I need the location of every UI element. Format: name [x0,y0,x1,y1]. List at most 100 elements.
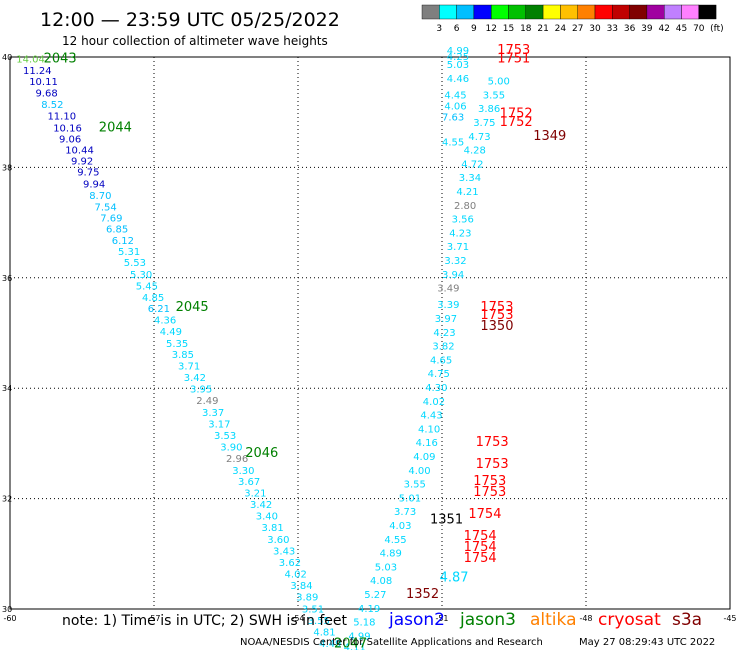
track-label: 2044 [99,121,132,136]
wave-height-point: 9.75 [77,168,99,179]
wave-height-point: 6.85 [106,225,128,236]
x-tick-label: -48 [579,614,592,623]
chart-subtitle: 12 hour collection of altimeter wave hei… [62,34,328,48]
wave-height-point: 7.63 [442,112,464,123]
wave-height-point: 4.85 [142,293,164,304]
wave-height-point: 3.94 [442,270,464,281]
wave-height-point: 5.18 [353,618,375,629]
wave-height-point: 3.30 [232,466,254,477]
wave-height-point: 4.23 [449,228,471,239]
track-label: 1753 [497,43,530,58]
wave-height-point: 4.65 [430,355,452,366]
wave-height-point: 6.21 [148,304,170,315]
track-label: 1754 [464,540,497,555]
wave-height-point: 14.04 [16,55,45,66]
scale-swatch [508,4,526,20]
wave-height-point: 3.90 [220,443,242,454]
wave-height-color-scale: 3 6 9 12 15 18 21 24 27 30 33 36 39 42 45 70 (ft) [421,4,724,34]
wave-height-point: 3.86 [478,104,500,115]
wave-height-point: 4.28 [464,146,486,157]
scale-unit-label: (ft) [710,24,724,34]
scale-tick-label: 6 [454,24,460,34]
x-tick-label: -45 [723,614,736,623]
y-tick-label: 32 [2,495,12,504]
track-label: 1350 [480,319,513,334]
y-tick-label: 38 [2,163,12,172]
wave-height-point: 4.49 [319,639,341,650]
scale-tick-label: 70 [693,24,705,34]
wave-height-point: 5.45 [136,281,158,292]
scale-tick-label: 42 [658,24,669,34]
wave-height-point: 3.71 [178,361,200,372]
wave-height-point: 5.03 [375,562,397,573]
track-labels: 2043204420452046204717531751175217521349… [44,43,567,650]
wave-height-point: 7.54 [94,202,116,213]
wave-height-point: 3.97 [435,314,457,325]
wave-height-point: 4.45 [444,90,466,101]
x-tick-label: -54 [291,614,304,623]
wave-height-point: 3.56 [452,215,474,226]
x-tick-label: -57 [147,614,160,623]
wave-height-point: 3.42 [250,500,272,511]
scale-tick-label: 21 [537,24,548,34]
wave-height-point: 4.73 [468,132,490,143]
track-label: 2045 [176,300,209,315]
scale-swatch [473,4,492,20]
satellite-legend-entry: cryosat [598,610,661,630]
scale-tick-label: 18 [520,24,532,34]
footer-note: note: 1) Time is in UTC; 2) SWH is in fe… [62,613,348,629]
wave-height-point: 3.40 [256,512,278,523]
wave-height-point: 3.51 [302,604,324,615]
wave-height-point: 2.49 [196,396,218,407]
wave-height-point: 3.95 [190,385,212,396]
track-label: 1751 [497,52,530,67]
wave-height-point: 4.10 [418,424,440,435]
wave-height-point: 11.24 [23,66,52,77]
y-tick-label: 36 [2,274,12,283]
wave-height-point: 4.36 [154,316,176,327]
track-label: 1351 [430,512,463,527]
wave-height-point: 9.06 [59,135,81,146]
scale-tick-label: 27 [572,24,583,34]
wave-height-point: 5.31 [118,247,140,258]
wave-height-point: 3.55 [483,90,505,101]
wave-height-point: 2.80 [454,201,476,212]
wave-height-point: 11.10 [47,111,76,122]
wave-height-point: 5.03 [447,60,469,71]
scale-swatch [664,4,682,20]
wave-height-point: 4.49 [160,327,182,338]
track-label: 1753 [476,457,509,472]
scale-tick-label: 15 [503,24,514,34]
scale-swatch [560,4,578,20]
scale-swatch [542,4,561,20]
wave-height-point: 3.62 [279,558,301,569]
chart-title: 12:00 — 23:59 UTC 05/25/2022 [40,9,340,31]
scale-tick-label: 33 [607,24,618,34]
scale-tick-label: 9 [471,24,477,34]
satellite-legend-entry: s3a [672,610,702,630]
wave-height-point: 3.55 [404,480,426,491]
wave-height-point: 3.85 [172,350,194,361]
wave-height-point: 8.52 [41,100,63,111]
wave-height-point: 3.32 [444,256,466,267]
scale-tick-label: 24 [555,24,567,34]
wave-height-point: 4.08 [370,576,392,587]
track-label: 2043 [44,52,77,67]
wave-height-point: 3.73 [394,507,416,518]
wave-height-point: 3.53 [214,431,236,442]
wave-height-point: 4.00 [408,466,430,477]
y-tick-label: 34 [2,384,12,393]
footer-timestamp: May 27 08:29:43 UTC 2022 [579,637,715,648]
wave-height-point: 4.99 [447,46,469,57]
grid-lines [10,57,730,609]
wave-height-point: 5.53 [124,258,146,269]
track-label: 1752 [500,107,533,122]
scale-swatch [698,4,717,20]
scale-swatch [594,4,613,20]
wave-height-point: 3.89 [296,593,318,604]
track-label: 2047 [334,637,367,650]
wave-height-point: 5.01 [399,493,421,504]
wave-height-point: 3.21 [244,488,266,499]
